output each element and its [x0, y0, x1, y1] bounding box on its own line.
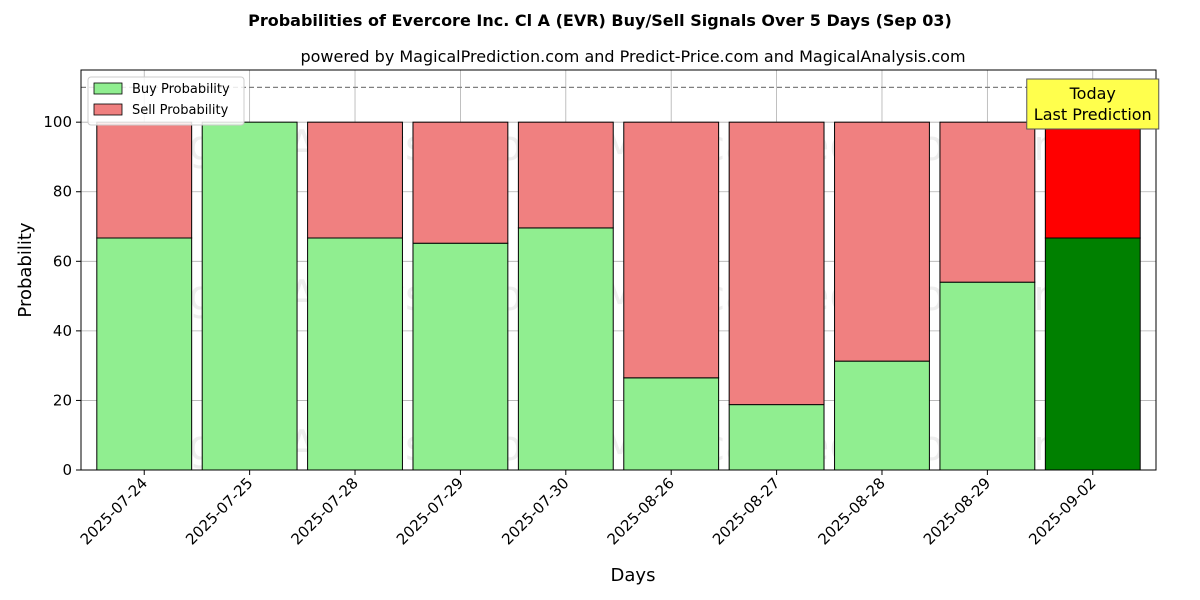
x-tick-label: 2025-08-27 — [709, 474, 783, 548]
legend-box — [87, 76, 245, 126]
bar-sell — [623, 121, 720, 379]
legend-buy-label: Buy Probability — [132, 82, 230, 97]
annotation-text: Today — [1069, 84, 1116, 103]
bar-sell — [939, 121, 1036, 283]
x-tick-label: 2025-07-30 — [498, 474, 572, 548]
legend-sell-swatch — [93, 103, 123, 116]
y-tick-label: 20 — [53, 391, 72, 409]
bar-sell — [728, 121, 825, 406]
chart-title: Probabilities of Evercore Inc. Cl A (EVR… — [248, 11, 952, 30]
bar-buy — [307, 237, 403, 471]
x-tick-label: 2025-07-28 — [287, 474, 361, 548]
annotation-box — [1026, 78, 1160, 130]
bar-sell — [834, 121, 930, 362]
x-tick-label: 2025-07-25 — [182, 474, 256, 548]
y-tick-label: 60 — [53, 252, 72, 270]
bar-buy — [412, 242, 509, 471]
bar-buy — [834, 360, 930, 471]
y-tick-label: 40 — [53, 322, 72, 340]
annotation-text: Last Prediction — [1034, 105, 1152, 124]
y-tick-label: 80 — [53, 183, 72, 201]
x-tick-label: 2025-08-29 — [920, 474, 994, 548]
bar-buy — [939, 281, 1036, 471]
bar-buy — [517, 227, 614, 471]
x-tick-label: 2025-07-29 — [393, 474, 467, 548]
bar-sell — [96, 121, 193, 239]
bar-buy — [201, 121, 298, 471]
chart-subtitle: powered by MagicalPrediction.com and Pre… — [300, 47, 965, 66]
bar-buy — [96, 237, 193, 471]
bars — [96, 121, 1141, 471]
y-tick-label: 0 — [62, 461, 72, 479]
bar-sell — [307, 121, 403, 239]
bar-buy — [728, 404, 825, 471]
bar-sell — [517, 121, 614, 229]
x-tick-label: 2025-08-28 — [814, 474, 888, 548]
plot-frame — [80, 69, 1157, 471]
x-tick-label: 2025-09-02 — [1025, 474, 1099, 548]
x-axis-label: Days — [611, 565, 656, 586]
x-axis-ticks: 2025-07-24 2025-07-25 2025-07-28 2025-07-29… — [77, 470, 1100, 548]
bar-buy — [1044, 237, 1141, 471]
legend-buy-swatch — [93, 82, 123, 95]
x-tick-label: 2025-07-24 — [77, 474, 151, 548]
bar-sell — [412, 121, 509, 244]
y-tick-label: 100 — [43, 113, 72, 131]
bar-sell — [1044, 121, 1141, 239]
y-axis-ticks: 0 20 40 60 80 100 — [43, 113, 81, 479]
legend-sell-label: Sell Probability — [132, 103, 229, 118]
today-annotation: Today Last Prediction — [1026, 78, 1160, 130]
x-tick-label: 2025-08-26 — [604, 474, 678, 548]
bar-buy — [623, 377, 720, 471]
y-axis-label: Probability — [15, 222, 36, 317]
legend: Buy Probability Sell Probability — [87, 76, 245, 126]
